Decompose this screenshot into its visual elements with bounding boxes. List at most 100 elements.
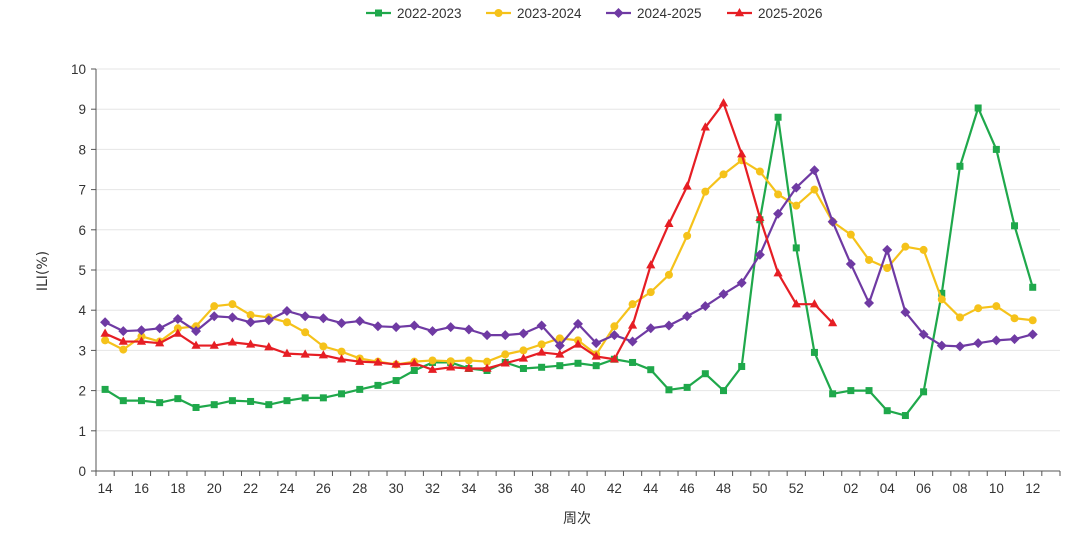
data-point[interactable] xyxy=(228,397,236,405)
data-point[interactable] xyxy=(882,244,893,255)
data-point[interactable] xyxy=(682,311,693,322)
data-point[interactable] xyxy=(264,342,274,351)
data-point[interactable] xyxy=(282,348,292,357)
data-point[interactable] xyxy=(319,394,327,402)
data-point[interactable] xyxy=(755,212,765,221)
data-point[interactable] xyxy=(720,387,728,395)
data-point[interactable] xyxy=(246,311,255,320)
data-point[interactable] xyxy=(554,340,565,351)
data-point[interactable] xyxy=(355,356,365,365)
data-point[interactable] xyxy=(209,340,219,349)
data-point[interactable] xyxy=(901,242,910,251)
data-point[interactable] xyxy=(609,330,620,341)
data-point[interactable] xyxy=(500,358,510,367)
data-point[interactable] xyxy=(937,295,946,304)
data-point[interactable] xyxy=(864,297,875,308)
data-point[interactable] xyxy=(573,318,583,329)
data-point[interactable] xyxy=(410,367,418,374)
data-point[interactable] xyxy=(938,289,946,297)
data-point[interactable] xyxy=(318,313,329,324)
data-point[interactable] xyxy=(1011,222,1019,230)
data-point[interactable] xyxy=(992,145,1000,153)
data-point[interactable] xyxy=(136,325,147,336)
data-point[interactable] xyxy=(1010,314,1019,323)
data-point[interactable] xyxy=(627,320,638,329)
data-point[interactable] xyxy=(354,316,365,327)
data-point[interactable] xyxy=(337,347,346,356)
data-point[interactable] xyxy=(809,165,820,176)
data-point[interactable] xyxy=(518,328,529,339)
data-point[interactable] xyxy=(1027,329,1038,340)
data-point[interactable] xyxy=(810,185,819,194)
data-point[interactable] xyxy=(591,351,601,360)
data-point[interactable] xyxy=(101,385,109,393)
data-point[interactable] xyxy=(646,288,655,297)
data-point[interactable] xyxy=(973,338,984,349)
data-point[interactable] xyxy=(500,330,511,341)
data-point[interactable] xyxy=(172,314,183,325)
data-point[interactable] xyxy=(847,387,855,395)
data-point[interactable] xyxy=(664,218,674,227)
data-point[interactable] xyxy=(955,313,964,322)
data-point[interactable] xyxy=(356,385,364,393)
data-point[interactable] xyxy=(718,289,729,300)
data-point[interactable] xyxy=(155,338,165,347)
data-point[interactable] xyxy=(445,322,456,333)
data-point[interactable] xyxy=(391,322,402,333)
data-point[interactable] xyxy=(792,201,801,210)
data-point[interactable] xyxy=(773,208,784,219)
data-point[interactable] xyxy=(156,399,164,407)
data-point[interactable] xyxy=(609,354,619,363)
data-point[interactable] xyxy=(1028,316,1037,325)
data-point[interactable] xyxy=(247,397,255,405)
data-point[interactable] xyxy=(736,277,747,288)
data-point[interactable] xyxy=(1009,334,1020,345)
data-point[interactable] xyxy=(246,339,256,348)
data-point[interactable] xyxy=(210,401,218,409)
data-point[interactable] xyxy=(555,334,564,343)
data-point[interactable] xyxy=(774,190,783,199)
data-point[interactable] xyxy=(300,311,311,322)
data-point[interactable] xyxy=(992,302,1001,311)
data-point[interactable] xyxy=(665,386,673,394)
data-point[interactable] xyxy=(956,162,964,170)
data-point[interactable] xyxy=(118,336,128,345)
data-point[interactable] xyxy=(845,258,856,269)
data-point[interactable] xyxy=(901,412,909,420)
data-point[interactable] xyxy=(792,244,800,252)
data-point[interactable] xyxy=(374,381,382,389)
data-point[interactable] xyxy=(954,341,965,352)
data-point[interactable] xyxy=(754,249,765,260)
legend-item-2024-2025[interactable]: 2024-2025 xyxy=(606,6,702,21)
data-point[interactable] xyxy=(265,401,273,409)
data-point[interactable] xyxy=(191,340,201,349)
data-point[interactable] xyxy=(846,230,855,239)
data-point[interactable] xyxy=(464,356,473,365)
data-point[interactable] xyxy=(301,394,309,402)
data-point[interactable] xyxy=(647,366,655,374)
data-point[interactable] xyxy=(663,320,674,331)
data-point[interactable] xyxy=(319,342,328,351)
data-point[interactable] xyxy=(755,167,764,176)
data-point[interactable] xyxy=(119,397,127,405)
data-point[interactable] xyxy=(829,390,837,398)
data-point[interactable] xyxy=(372,321,383,332)
data-point[interactable] xyxy=(263,315,274,326)
data-point[interactable] xyxy=(373,357,383,366)
data-point[interactable] xyxy=(883,263,892,272)
data-point[interactable] xyxy=(592,362,600,370)
data-point[interactable] xyxy=(700,301,711,312)
data-point[interactable] xyxy=(118,326,129,337)
data-point[interactable] xyxy=(700,122,710,131)
data-point[interactable] xyxy=(336,354,347,363)
data-point[interactable] xyxy=(627,336,638,347)
data-point[interactable] xyxy=(191,326,202,337)
data-point[interactable] xyxy=(428,356,437,365)
legend-item-2023-2024[interactable]: 2023-2024 xyxy=(486,6,582,21)
data-point[interactable] xyxy=(974,304,983,313)
data-point[interactable] xyxy=(701,370,709,378)
data-point[interactable] xyxy=(683,231,692,240)
data-point[interactable] xyxy=(501,350,510,359)
data-point[interactable] xyxy=(883,407,891,415)
data-point[interactable] xyxy=(737,149,747,158)
